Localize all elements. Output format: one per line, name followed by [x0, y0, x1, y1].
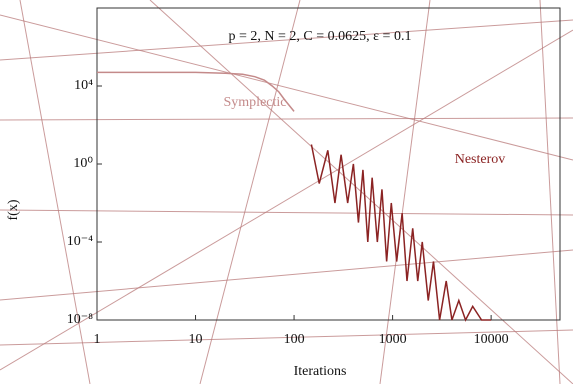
- chart: p = 2, N = 2, C = 0.0625, ε = 0.1 Iterat…: [0, 0, 573, 384]
- overlay-line: [540, 0, 560, 384]
- overlay-line: [0, 118, 573, 120]
- y-tick-label: 10⁰: [73, 156, 93, 171]
- overlay-line: [200, 0, 300, 384]
- y-tick-label: 10⁻⁴: [67, 234, 93, 249]
- x-tick-label: 10: [189, 332, 203, 347]
- chart-title: p = 2, N = 2, C = 0.0625, ε = 0.1: [229, 29, 412, 44]
- x-tick-label: 1: [94, 332, 101, 347]
- y-tick-label: 10⁻⁸: [67, 312, 93, 327]
- series-label: Symplectic: [224, 95, 287, 110]
- y-axis-label: f(x): [6, 199, 21, 220]
- series-label: Nesterov: [455, 152, 506, 167]
- x-tick-label: 10000: [474, 332, 509, 347]
- y-tick-label: 10⁴: [74, 78, 93, 93]
- overlay-line: [0, 250, 573, 300]
- x-tick-label: 1000: [379, 332, 407, 347]
- overlay-line: [0, 210, 573, 215]
- series-line: [311, 145, 491, 321]
- x-axis-label: Iterations: [294, 364, 347, 379]
- overlay-line: [380, 0, 430, 384]
- x-tick-label: 100: [284, 332, 305, 347]
